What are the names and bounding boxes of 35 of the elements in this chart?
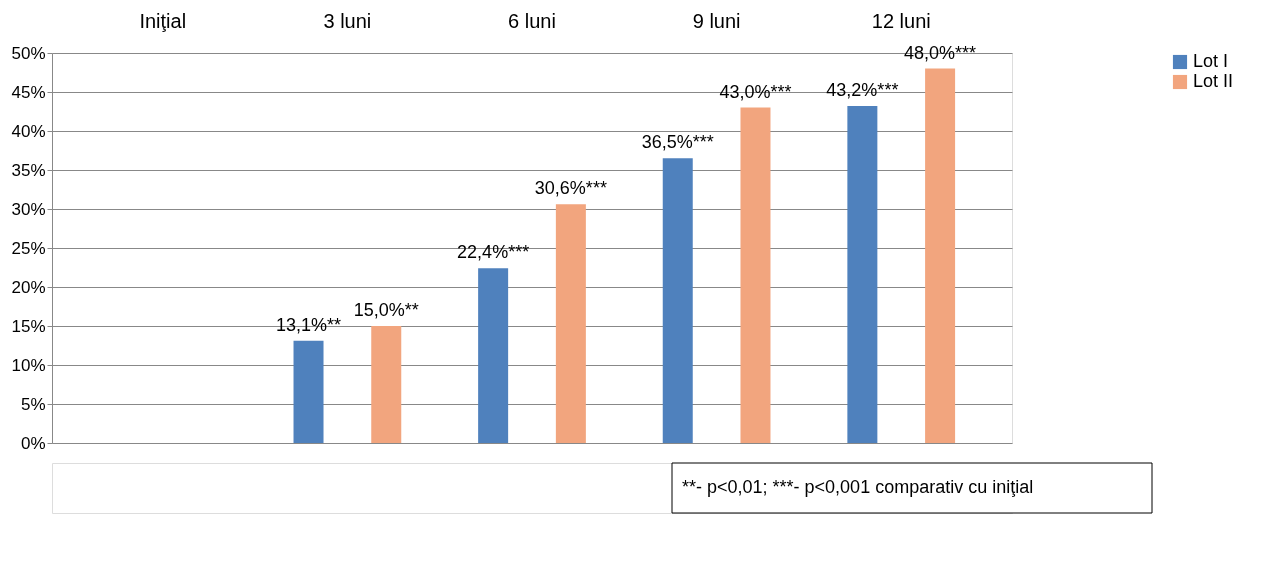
x-tick-label: 3 luni [323,9,372,32]
data-label: 13,1%** [275,314,342,335]
y-tick-label: 10% [11,355,46,375]
y-tick-label: 0% [20,433,46,453]
x-tick-label: 9 luni [692,9,741,32]
data-label: 36,5%*** [641,132,714,153]
y-tick-label: 35% [11,160,46,180]
data-label: 15,0%** [353,300,419,320]
text: **- p<0,01; ***- p<0,001 comparativ cu iniţial [682,477,1034,497]
data-label: 43,0%*** [719,81,792,102]
legend-label: Lot II [1193,71,1234,91]
data-label: 43,2%*** [826,80,899,101]
y-tick-label: 15% [11,316,46,336]
legend-label: Lot I [1193,51,1229,71]
y-tick-label: 25% [11,238,46,258]
y-tick-label: 30% [11,199,46,219]
y-tick-label: 5% [20,394,46,414]
bar [478,268,509,443]
bar [555,204,586,443]
y-tick-label: 40% [11,121,46,141]
bar [925,68,956,443]
data-label: 22,4%*** [457,242,530,263]
x-tick-label: 6 luni [508,9,556,32]
bar [371,326,402,443]
data-label: 30,6%*** [534,178,607,199]
data-label: 48,0%*** [904,42,977,63]
bar [847,106,878,443]
y-tick-label: 50% [11,43,46,63]
bar [293,340,324,443]
x-tick-label: 12 luni [871,9,931,32]
bar [662,158,693,443]
bar [740,107,771,443]
y-tick-label: 20% [11,277,46,297]
y-tick-label: 45% [11,82,46,102]
x-tick-label: Iniţial [139,9,187,32]
